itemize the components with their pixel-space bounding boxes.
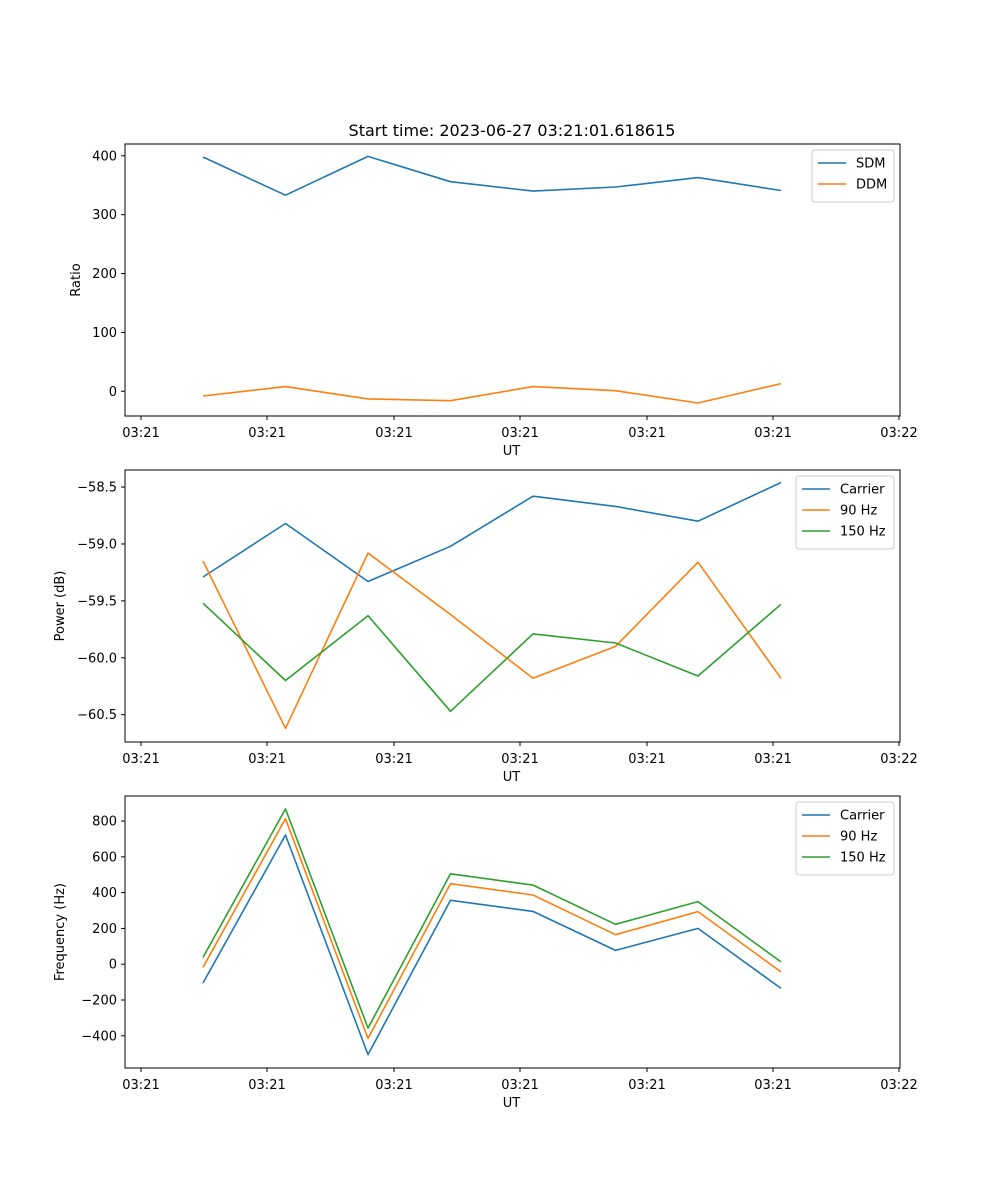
x-tick-label: 03:21 [122,1078,159,1093]
x-tick-label: 03:21 [122,426,159,441]
x-tick-label: 03:21 [375,752,412,767]
x-tick-label: 03:21 [754,426,791,441]
x-tick-label: 03:21 [122,752,159,767]
y-tick-label: −60.0 [77,651,117,666]
y-tick-label: −58.5 [77,481,117,496]
x-tick-label: 03:21 [501,752,538,767]
x-tick-label: 03:21 [248,752,285,767]
x-tick-label: 03:22 [880,752,917,767]
series-line-150-hz [202,808,782,1029]
legend: SDM DDM [811,149,895,203]
axes-frame [124,143,901,417]
series-line-90-hz [202,552,782,730]
y-tick-label: 400 [92,886,117,901]
x-tick-label: 03:21 [628,1078,665,1093]
legend-label: 150 Hz [840,851,886,866]
series-line-carrier [202,481,782,583]
axes-frame [124,469,901,743]
y-axis-label: Frequency (Hz) [53,883,68,981]
chart-panel-1: 03:21 03:21 03:21 03:21 03:21 03:21 03:22 0 100 2… [69,143,918,459]
figure-title: Start time: 2023-06-27 03:21:01.618615 [349,121,676,140]
x-tick-label: 03:22 [880,1078,917,1093]
y-tick-label: 600 [92,850,117,865]
x-tick-label: 03:21 [754,1078,791,1093]
x-tick-label: 03:21 [501,1078,538,1093]
legend-label: 90 Hz [840,504,877,519]
x-tick-label: 03:21 [754,752,791,767]
y-tick-label: 800 [92,815,117,830]
y-tick-label: 0 [109,385,117,400]
x-axis-label: UT [503,770,521,785]
x-tick-label: 03:21 [628,426,665,441]
x-axis-label: UT [503,444,521,459]
series-line-90-hz [202,817,782,1040]
y-tick-label: −59.0 [77,537,117,552]
series-line-150-hz [202,602,782,713]
y-tick-label: 0 [109,958,117,973]
legend: Carrier 90 Hz 150 Hz [795,475,895,550]
legend-label: Carrier [840,483,885,498]
y-tick-label: 100 [92,326,117,341]
y-axis-label: Power (dB) [53,571,68,642]
legend-label: SDM [856,157,885,172]
x-tick-label: 03:21 [375,426,412,441]
series-line-carrier [202,834,782,1056]
x-tick-label: 03:21 [628,752,665,767]
axes-frame [124,795,901,1069]
y-tick-label: −200 [81,994,117,1009]
x-tick-label: 03:21 [375,1078,412,1093]
x-tick-label: 03:21 [248,426,285,441]
y-tick-label: 300 [92,208,117,223]
chart-panel-2: 03:21 03:21 03:21 03:21 03:21 03:21 03:22 −60.5… [53,469,918,785]
legend-label: 90 Hz [840,830,877,845]
y-tick-label: −60.5 [77,708,117,723]
x-tick-label: 03:21 [248,1078,285,1093]
x-axis-label: UT [503,1096,521,1111]
y-tick-label: 400 [92,149,117,164]
y-tick-label: −59.5 [77,594,117,609]
y-tick-label: 200 [92,922,117,937]
legend-label: 150 Hz [840,525,886,540]
legend-label: DDM [856,178,887,193]
y-tick-label: 200 [92,267,117,282]
chart-panel-3: 03:21 03:21 03:21 03:21 03:21 03:21 03:22 −400 −… [53,795,918,1111]
legend: Carrier 90 Hz 150 Hz [795,801,895,876]
series-line-sdm [202,155,782,196]
x-tick-label: 03:22 [880,426,917,441]
y-axis-label: Ratio [69,263,84,296]
legend-label: Carrier [840,809,885,824]
x-tick-label: 03:21 [501,426,538,441]
series-line-ddm [202,382,782,404]
y-tick-label: −400 [81,1029,117,1044]
